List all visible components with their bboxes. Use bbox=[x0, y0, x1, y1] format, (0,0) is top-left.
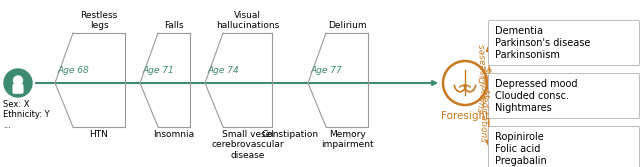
Circle shape bbox=[13, 76, 22, 85]
Text: Falls: Falls bbox=[164, 21, 184, 30]
Text: Depressed mood
Clouded consc.
Nightmares: Depressed mood Clouded consc. Nightmares bbox=[495, 79, 577, 113]
Text: Small vesel
cerebrovascular
disease: Small vesel cerebrovascular disease bbox=[211, 130, 284, 160]
Text: Sex: X
Ethnicity: Y
...: Sex: X Ethnicity: Y ... bbox=[3, 100, 50, 130]
Circle shape bbox=[4, 69, 32, 97]
Text: Age 77: Age 77 bbox=[310, 66, 342, 75]
Text: Restless
legs: Restless legs bbox=[81, 11, 118, 30]
Text: Memory
impairment: Memory impairment bbox=[321, 130, 373, 149]
FancyBboxPatch shape bbox=[488, 73, 639, 119]
Text: Foresight: Foresight bbox=[441, 111, 489, 121]
Text: Medications: Medications bbox=[477, 89, 488, 143]
FancyBboxPatch shape bbox=[488, 21, 639, 65]
Text: Diseases: Diseases bbox=[477, 43, 488, 83]
Text: HTN: HTN bbox=[90, 130, 108, 139]
Text: Age 71: Age 71 bbox=[142, 66, 173, 75]
Text: Age 74: Age 74 bbox=[207, 66, 239, 75]
FancyBboxPatch shape bbox=[13, 85, 23, 93]
Text: Age 68: Age 68 bbox=[57, 66, 89, 75]
Text: Delirium: Delirium bbox=[328, 21, 366, 30]
Text: Visual
hallucinations: Visual hallucinations bbox=[216, 11, 279, 30]
Text: Constipation: Constipation bbox=[261, 130, 319, 139]
Text: Symptoms: Symptoms bbox=[475, 65, 491, 114]
Text: Dementia
Parkinson's disease
Parkinsonism: Dementia Parkinson's disease Parkinsonis… bbox=[495, 26, 590, 60]
FancyBboxPatch shape bbox=[488, 126, 639, 167]
Text: Insomnia: Insomnia bbox=[154, 130, 195, 139]
Text: Ropinirole
Folic acid
Pregabalin: Ropinirole Folic acid Pregabalin bbox=[495, 132, 547, 166]
